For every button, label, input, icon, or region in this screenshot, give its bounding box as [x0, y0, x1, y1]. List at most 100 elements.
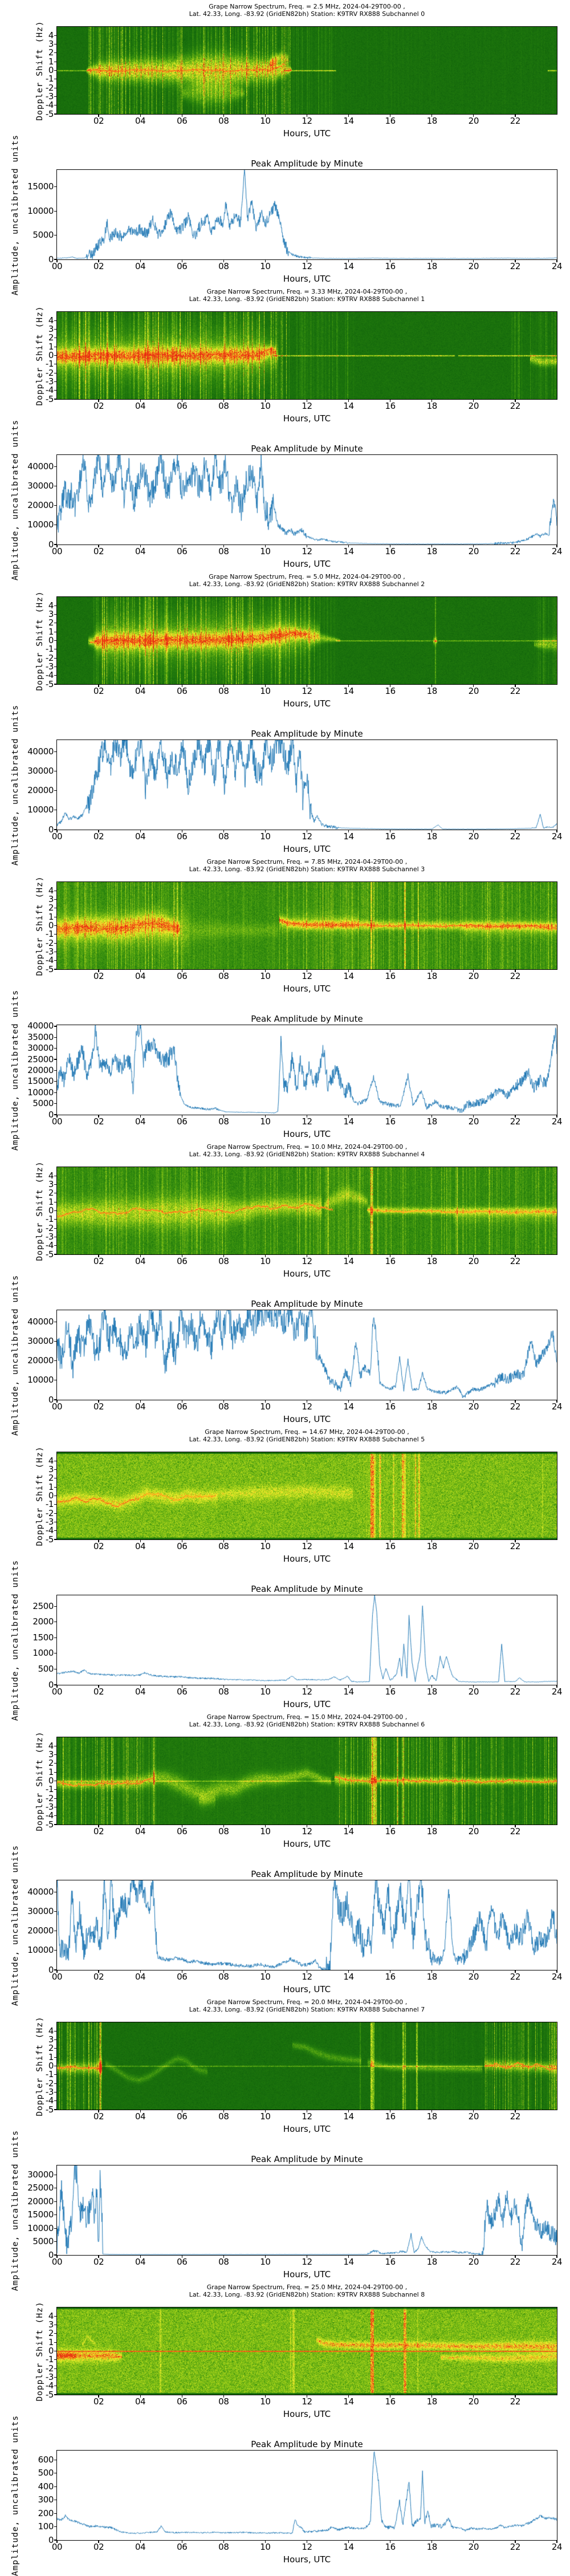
- amp-xlabel: Hours, UTC: [283, 1129, 331, 1139]
- spec-xtick-mark: [264, 970, 266, 972]
- amp-ytick-mark: [54, 2254, 56, 2256]
- amp-xtick-label: 02: [93, 1401, 104, 1412]
- spec-ytick-label: 4: [48, 2025, 54, 2036]
- amp-xtick-mark: [98, 1685, 99, 1688]
- amp-xtick-label: 04: [135, 1116, 146, 1127]
- amp-ytick-label: 10000: [27, 1087, 54, 1098]
- spec-xtick-label: 02: [93, 116, 104, 126]
- spec-xtick-label: 22: [510, 971, 521, 981]
- spec-ytick-mark: [54, 614, 56, 615]
- spectrogram-title-line1: Grape Narrow Spectrum, Freq. = 15.0 MHz,…: [206, 1713, 408, 1721]
- spec-xtick-label: 06: [177, 1256, 188, 1266]
- amp-xtick-label: 12: [302, 1687, 312, 1697]
- spec-xtick-label: 12: [302, 2396, 312, 2407]
- spec-xtick-label: 14: [343, 2111, 354, 2122]
- panel-subchannel-3: Grape Narrow Spectrum, Freq. = 7.85 MHz,…: [0, 855, 570, 1151]
- amplitude-canvas-3: [57, 1025, 557, 1115]
- amp-ytick-label: 35000: [27, 1031, 54, 1042]
- spec-ytick-label: 0: [48, 1205, 54, 1216]
- amp-xtick-label: 06: [177, 1687, 188, 1697]
- amp-ytick-mark: [54, 505, 56, 506]
- amp-xtick-label: 00: [51, 831, 63, 842]
- spec-xtick-mark: [264, 685, 266, 687]
- spec-xtick-mark: [348, 2110, 349, 2112]
- spec-xtick-label: 06: [177, 686, 188, 696]
- spec-ytick-mark: [54, 1210, 56, 1212]
- amp-xtick-mark: [473, 545, 474, 547]
- amp-xtick-label: 08: [218, 1401, 229, 1412]
- amp-xtick-label: 02: [93, 1972, 104, 1982]
- spec-xtick-label: 22: [510, 1256, 521, 1266]
- amp-ytick-mark: [54, 829, 56, 830]
- spec-xtick-mark: [473, 115, 474, 117]
- spectrogram-title-line1: Grape Narrow Spectrum, Freq. = 10.0 MHz,…: [206, 1143, 408, 1151]
- spec-xtick-label: 06: [177, 1541, 188, 1551]
- amp-xtick-label: 24: [551, 1116, 563, 1127]
- spec-ytick-label: -2: [45, 1793, 54, 1803]
- amp-xtick-mark: [348, 1115, 349, 1118]
- amp-xtick-mark: [56, 545, 58, 547]
- amp-xtick-mark: [264, 2256, 266, 2258]
- spec-ytick-label: 4: [48, 1740, 54, 1751]
- amp-xtick-mark: [98, 1115, 99, 1118]
- amplitude-plot-8: [56, 2450, 557, 2541]
- amp-ytick-label: 30000: [27, 2169, 54, 2180]
- amp-ylabel: Amplitude, uncalibrated units: [11, 134, 20, 295]
- spec-xtick-mark: [140, 1255, 141, 1257]
- amp-xtick-label: 12: [302, 2257, 312, 2267]
- amp-ytick-mark: [54, 1360, 56, 1362]
- spec-ytick-mark: [54, 1219, 56, 1220]
- amplitude-canvas-0: [57, 170, 557, 259]
- amplitude-canvas-2: [57, 740, 557, 830]
- spec-ylabel: Doppler Shift (Hz): [35, 1445, 44, 1546]
- spec-xtick-label: 04: [135, 2111, 146, 2122]
- amp-xtick-mark: [473, 1685, 474, 1688]
- spec-xtick-mark: [348, 685, 349, 687]
- amplitude-plot-2: [56, 740, 557, 830]
- amp-xtick-label: 02: [93, 1687, 104, 1697]
- spectrogram-plot-6: [56, 1737, 557, 1825]
- amp-xtick-label: 00: [51, 2257, 63, 2267]
- amp-xtick-mark: [98, 1400, 99, 1403]
- amp-xtick-mark: [431, 260, 433, 262]
- amp-ytick-label: 500: [38, 1663, 54, 1674]
- spectrogram-title-line1: Grape Narrow Spectrum, Freq. = 5.0 MHz, …: [209, 573, 405, 580]
- spec-ytick-label: -1: [45, 1499, 54, 1510]
- spec-ytick-label: 0: [48, 2061, 54, 2071]
- amp-ylabel: Amplitude, uncalibrated units: [11, 704, 20, 866]
- amp-xtick-mark: [56, 1115, 58, 1118]
- spectrogram-title-line1: Grape Narrow Spectrum, Freq. = 25.0 MHz,…: [206, 2284, 408, 2291]
- spec-xtick-label: 04: [135, 1256, 146, 1266]
- spec-xtick-label: 20: [468, 1541, 479, 1551]
- amp-xtick-label: 20: [468, 2542, 479, 2552]
- spectrogram-canvas-6: [57, 1737, 557, 1825]
- spec-xtick-label: 08: [218, 1541, 229, 1551]
- amp-xtick-label: 04: [135, 1401, 146, 1412]
- amp-xtick-mark: [431, 1685, 433, 1688]
- amp-xtick-label: 06: [177, 831, 188, 842]
- spec-xtick-mark: [223, 400, 224, 402]
- spec-xtick-mark: [431, 1255, 433, 1257]
- spec-xtick-mark: [98, 2395, 99, 2398]
- amp-xlabel: Hours, UTC: [283, 1414, 331, 1424]
- spec-xtick-mark: [431, 2110, 433, 2112]
- spectrogram-canvas-3: [57, 882, 557, 969]
- amp-xtick-label: 02: [93, 2257, 104, 2267]
- amp-ytick-label: 40000: [27, 461, 54, 472]
- spec-ytick-mark: [54, 1815, 56, 1817]
- spec-ytick-label: 3: [48, 2319, 54, 2330]
- spec-xtick-label: 20: [468, 1256, 479, 1266]
- spec-xtick-label: 08: [218, 1826, 229, 1836]
- amp-xtick-mark: [98, 545, 99, 547]
- amp-xtick-mark: [223, 2541, 224, 2543]
- amp-xlabel: Hours, UTC: [283, 1984, 331, 1994]
- spec-ytick-mark: [54, 1513, 56, 1514]
- spec-xtick-label: 10: [260, 116, 271, 126]
- amp-ytick-label: 25000: [27, 1054, 54, 1064]
- spec-xtick-mark: [140, 1540, 141, 1542]
- amp-xtick-label: 08: [218, 1116, 229, 1127]
- amp-xtick-mark: [556, 545, 557, 547]
- amp-xtick-label: 04: [135, 1687, 146, 1697]
- amp-xtick-mark: [56, 830, 58, 832]
- spec-ylabel: Doppler Shift (Hz): [35, 875, 44, 976]
